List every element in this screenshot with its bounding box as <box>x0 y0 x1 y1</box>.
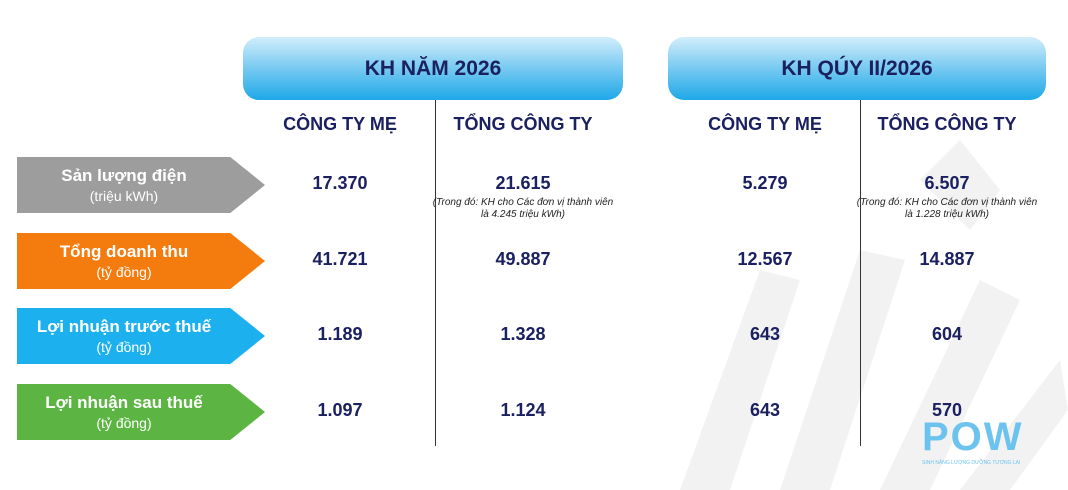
cell-value: 6.507 <box>924 173 970 193</box>
cell-note: (Trong đó: KH cho Các đơn vị thành viên … <box>856 197 1038 220</box>
cell-value: 41.721 <box>312 249 368 269</box>
logo: POW SINH NĂNG LƯỢNG DƯỠNG TƯƠNG LAI <box>922 415 1024 466</box>
row-title: Tổng doanh thu <box>59 242 189 261</box>
logo-name: POW <box>922 415 1024 459</box>
background-decor <box>680 140 1068 490</box>
cell-value: 12.567 <box>737 249 793 269</box>
cell-value: 21.615 <box>495 173 551 193</box>
group-header: KH NĂM 2026 <box>243 37 623 100</box>
cell-value: 643 <box>749 400 781 420</box>
row-label: Tổng doanh thu (tỷ đồng) <box>17 233 265 289</box>
column-header: TỔNG CÔNG TY <box>877 114 1017 134</box>
row-unit: (tỷ đồng) <box>96 415 152 431</box>
cell-value: 14.887 <box>919 249 975 269</box>
cell-value: 604 <box>931 324 963 344</box>
row-title: Lợi nhuận sau thuế <box>45 393 203 412</box>
group-header: KH QÚY II/2026 <box>668 37 1046 100</box>
cell-value: 1.189 <box>317 324 363 344</box>
row-title: Lợi nhuận trước thuế <box>36 317 212 336</box>
cell-value: 1.328 <box>500 324 546 344</box>
divider <box>435 100 436 446</box>
column-header: CÔNG TY MẸ <box>708 114 822 134</box>
cell-value: 643 <box>749 324 781 344</box>
cell-value: 570 <box>931 400 963 420</box>
cell-value: 17.370 <box>312 173 368 193</box>
cell-value: 1.097 <box>317 400 363 420</box>
divider <box>860 100 861 446</box>
row-unit: (triệu kWh) <box>89 188 159 204</box>
row-unit: (tỷ đồng) <box>96 264 152 280</box>
column-header: TỔNG CÔNG TY <box>453 114 593 134</box>
row-title: Sản lượng điện <box>61 166 187 185</box>
cell-value: 5.279 <box>742 173 788 193</box>
logo-tagline: SINH NĂNG LƯỢNG DƯỠNG TƯƠNG LAI <box>922 460 1021 466</box>
row-label: Lợi nhuận trước thuế (tỷ đồng) <box>17 308 265 364</box>
row-label: Lợi nhuận sau thuế (tỷ đồng) <box>17 384 265 440</box>
cell-value: 1.124 <box>500 400 546 420</box>
cell-value: 49.887 <box>495 249 551 269</box>
column-header: CÔNG TY MẸ <box>283 114 397 134</box>
row-unit: (tỷ đồng) <box>96 339 152 355</box>
row-label: Sản lượng điện (triệu kWh) <box>17 157 265 213</box>
cell-note: (Trong đó: KH cho Các đơn vị thành viên … <box>432 197 614 220</box>
